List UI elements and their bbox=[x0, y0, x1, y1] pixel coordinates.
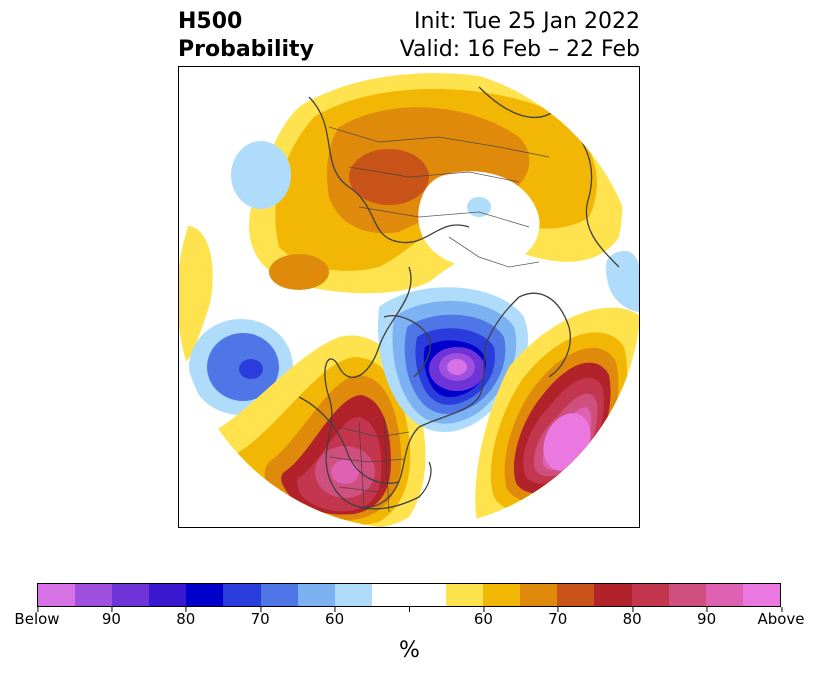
probability-map bbox=[179, 67, 639, 527]
colorbar-tick-label: 80 bbox=[623, 607, 642, 628]
colorbar-swatch bbox=[334, 584, 372, 606]
colorbar-tick-label: 90 bbox=[102, 607, 121, 628]
colorbar-swatch bbox=[75, 584, 113, 606]
anomaly-below-pacific-north bbox=[231, 141, 291, 209]
tick-label-text: 70 bbox=[548, 610, 568, 628]
colorbar-tick-label: 60 bbox=[474, 607, 493, 628]
tick-label-text: 90 bbox=[101, 610, 121, 628]
colorbar-unit: % bbox=[399, 638, 420, 663]
colorbar-swatch bbox=[705, 584, 743, 606]
tick-label-text: 60 bbox=[325, 610, 345, 628]
colorbar-tick-label: Below bbox=[14, 607, 60, 628]
colorbar-swatch bbox=[112, 584, 150, 606]
colorbar-swatch bbox=[371, 584, 409, 606]
coastlines bbox=[298, 86, 620, 510]
tick-label-text: Above bbox=[757, 610, 805, 628]
tick-label-text: 80 bbox=[176, 610, 196, 628]
valid-range: Valid: 16 Feb – 22 Feb bbox=[399, 37, 640, 62]
chart-title-left: H500 Probability bbox=[178, 8, 314, 64]
colorbar-ticks: Below 90 80 70 60 60 70 80 90 Above bbox=[14, 607, 805, 631]
title-type: Probability bbox=[178, 37, 314, 62]
colorbar-swatch bbox=[742, 584, 780, 606]
tick-label-text: 90 bbox=[697, 610, 717, 628]
tick-label-text: Below bbox=[14, 610, 60, 628]
colorbar-swatch bbox=[297, 584, 335, 606]
map-panel bbox=[178, 66, 640, 528]
colorbar-swatch bbox=[520, 584, 558, 606]
colorbar-swatch bbox=[223, 584, 261, 606]
colorbar-swatch bbox=[38, 584, 76, 606]
colorbar-tick-label: 70 bbox=[548, 607, 567, 628]
colorbar bbox=[37, 583, 781, 607]
colorbar-swatch bbox=[483, 584, 521, 606]
colorbar-tick-label: 90 bbox=[697, 607, 716, 628]
tick-label-text: 70 bbox=[250, 610, 270, 628]
colorbar-swatch bbox=[408, 584, 447, 606]
anomaly-below-arctic bbox=[418, 171, 540, 268]
colorbar-swatch bbox=[446, 584, 484, 606]
colorbar-swatch bbox=[631, 584, 669, 606]
chart-title-right: Init: Tue 25 Jan 2022 Valid: 16 Feb – 22… bbox=[400, 8, 640, 64]
colorbar-swatch bbox=[149, 584, 187, 606]
title-variable: H500 bbox=[178, 9, 243, 34]
tick-label-text: 80 bbox=[622, 610, 642, 628]
colorbar-tick-label: Above bbox=[757, 607, 805, 628]
colorbar-swatch bbox=[557, 584, 595, 606]
colorbar-tick-label: 80 bbox=[176, 607, 195, 628]
borders bbox=[328, 126, 550, 513]
colorbar-swatch bbox=[594, 584, 632, 606]
tick-label-text: 60 bbox=[473, 610, 493, 628]
colorbar-swatch bbox=[186, 584, 224, 606]
colorbar-tick-label: 70 bbox=[251, 607, 270, 628]
colorbar-swatch bbox=[260, 584, 298, 606]
colorbar-tick-label: 60 bbox=[325, 607, 344, 628]
init-date: Init: Tue 25 Jan 2022 bbox=[413, 9, 640, 34]
colorbar-swatch bbox=[668, 584, 706, 606]
